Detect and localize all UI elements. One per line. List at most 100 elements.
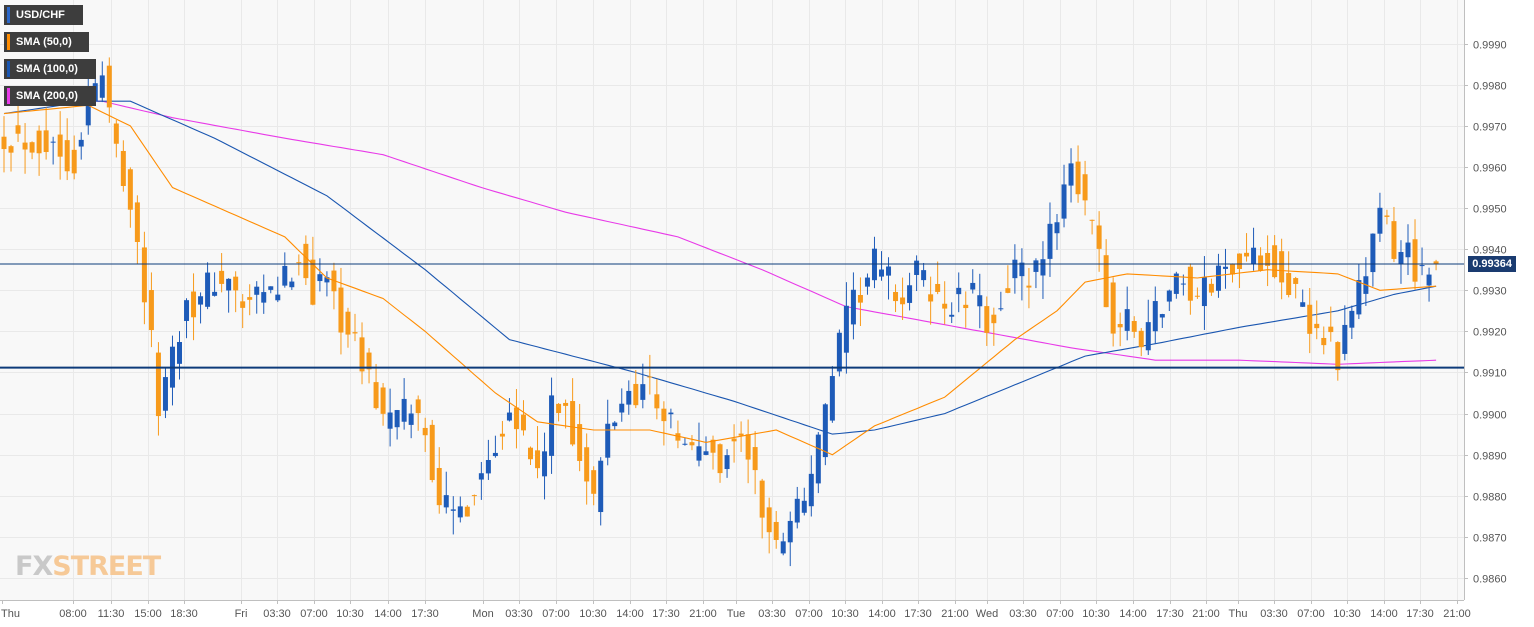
x-tick-label: 15:00: [134, 608, 162, 620]
candle-body: [1117, 324, 1123, 328]
candle-body: [1145, 322, 1151, 351]
legend-swatch-sma50: [7, 34, 10, 50]
candle-body: [963, 304, 969, 309]
candle-body: [893, 291, 899, 302]
candle-body: [640, 384, 646, 400]
candle-body: [212, 291, 218, 296]
candle-body: [1089, 219, 1095, 221]
legend-label: USD/CHF: [16, 9, 65, 21]
candle-body: [478, 473, 484, 480]
candle-body: [815, 434, 821, 484]
legend-item-sma200[interactable]: SMA (200,0): [4, 86, 96, 106]
legend-item-sma50[interactable]: SMA (50,0): [4, 32, 89, 52]
candle-body: [1033, 260, 1039, 272]
candle-body: [1426, 274, 1432, 286]
candle-body: [612, 422, 618, 427]
candle-body: [1405, 242, 1411, 258]
candle-body: [373, 382, 379, 409]
candle-body: [563, 402, 569, 406]
candle-body: [654, 394, 660, 409]
candle-body: [177, 342, 182, 364]
candle-body: [1047, 223, 1053, 259]
candle-body: [703, 451, 709, 455]
x-tick-label: 07:00: [1297, 608, 1325, 620]
candle-body: [591, 470, 597, 494]
x-tick-label: 17:30: [1406, 608, 1434, 620]
legend-item-sma100[interactable]: SMA (100,0): [4, 59, 96, 79]
candle-body: [928, 294, 934, 302]
candle-body: [759, 480, 765, 518]
candle-body: [1040, 259, 1046, 276]
candle-body: [977, 295, 983, 307]
candle-body: [1230, 264, 1235, 275]
x-tick-label: Wed: [976, 608, 998, 620]
candle-body: [289, 281, 295, 288]
candle-body: [401, 398, 407, 422]
candle-body: [1173, 273, 1179, 294]
price-axis[interactable]: 0.9860 0.9870 0.9880 0.9890 0.9900 0.9910 0.99…: [1464, 40, 1507, 586]
candle-body: [29, 142, 35, 153]
candle-body: [1419, 265, 1425, 267]
candle-body: [1026, 285, 1032, 288]
candle-body: [914, 260, 920, 275]
candle-body: [766, 507, 772, 533]
sma-100-line: [3, 100, 1437, 435]
y-tick-label: 0.9870: [1473, 533, 1507, 545]
candle-body: [1124, 309, 1130, 331]
x-tick-label: 03:30: [505, 608, 533, 620]
y-tick-label: 0.9970: [1473, 122, 1507, 134]
candle-body: [584, 447, 590, 482]
x-tick-label: 21:00: [1192, 608, 1220, 620]
candle-body: [64, 140, 70, 172]
candle-body: [984, 306, 990, 333]
candle-body: [717, 444, 723, 474]
candle-body: [1222, 266, 1228, 269]
candle-body: [843, 305, 849, 353]
candle-body: [1054, 222, 1060, 234]
candle-body: [633, 383, 639, 406]
time-axis[interactable]: Thu 08:00 11:30 15:00 18:30 Fri 03:30 07:00 10:3…: [1, 600, 1471, 620]
candle-body: [605, 423, 611, 458]
candle-body: [1279, 251, 1285, 283]
candle-body: [1321, 337, 1327, 346]
candle-body: [450, 509, 456, 511]
y-tick-label: 0.9910: [1473, 368, 1507, 380]
candle-body: [387, 412, 393, 429]
y-tick-label: 0.9930: [1473, 286, 1507, 298]
candle-body: [415, 399, 421, 414]
candle-body: [1307, 304, 1313, 334]
candle-body: [380, 387, 386, 414]
x-tick-label: 10:30: [1082, 608, 1110, 620]
candle-body: [710, 439, 716, 453]
candle-body: [1215, 265, 1221, 291]
candle-body: [1300, 302, 1306, 307]
y-tick-label: 0.9980: [1473, 81, 1507, 93]
candle-body: [1349, 310, 1355, 328]
candle-body: [647, 376, 653, 378]
candle-body: [1356, 280, 1362, 315]
candle-body: [15, 125, 21, 134]
candle-body: [556, 403, 562, 414]
candle-body: [310, 259, 316, 305]
x-tick-label: 14:00: [1119, 608, 1147, 620]
candle-body: [106, 65, 112, 108]
candle-body: [661, 408, 667, 422]
candle-body: [1131, 321, 1137, 332]
candle-body: [1103, 255, 1109, 308]
candle-body: [668, 412, 674, 415]
candle-body: [303, 243, 309, 279]
candle-body: [184, 300, 190, 321]
candle-body: [1082, 174, 1088, 201]
candle-body: [8, 146, 14, 153]
candle-body: [1398, 251, 1404, 265]
x-tick-label: 21:00: [689, 608, 717, 620]
candle-body: [1061, 184, 1067, 219]
legend-label: SMA (100,0): [16, 63, 78, 75]
candle-body: [549, 395, 555, 456]
candle-body: [1328, 326, 1334, 333]
candle-body: [71, 149, 77, 174]
candle-body: [921, 270, 927, 281]
candle-body: [1166, 290, 1172, 302]
legend-item-usdchf[interactable]: USD/CHF: [4, 5, 83, 25]
